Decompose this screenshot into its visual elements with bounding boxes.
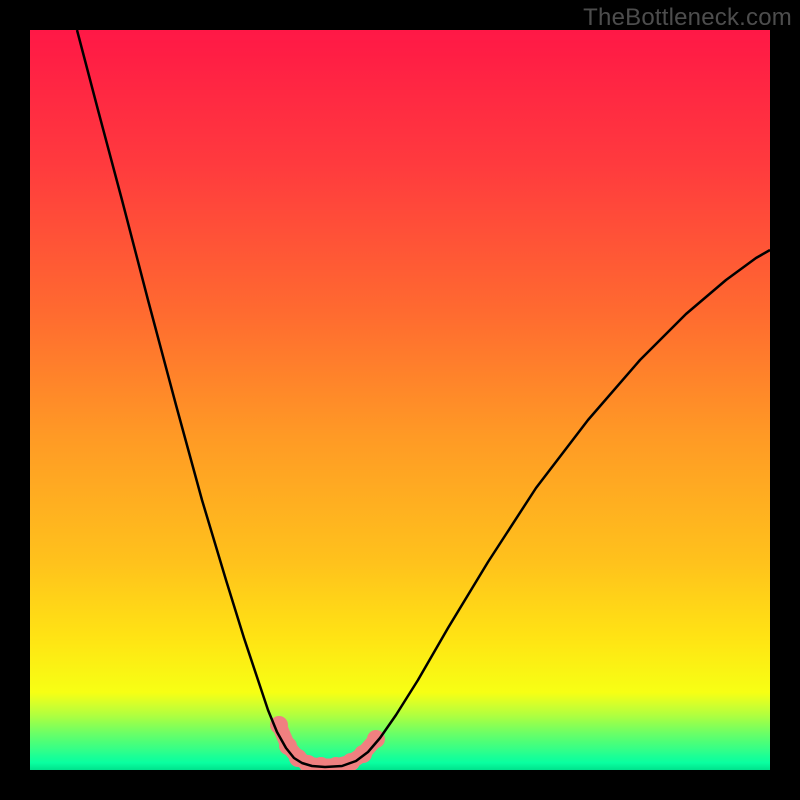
chart-frame: TheBottleneck.com [0, 0, 800, 800]
watermark-text: TheBottleneck.com [583, 4, 792, 32]
curve-layer [0, 0, 800, 800]
bottleneck-curve [77, 30, 770, 767]
